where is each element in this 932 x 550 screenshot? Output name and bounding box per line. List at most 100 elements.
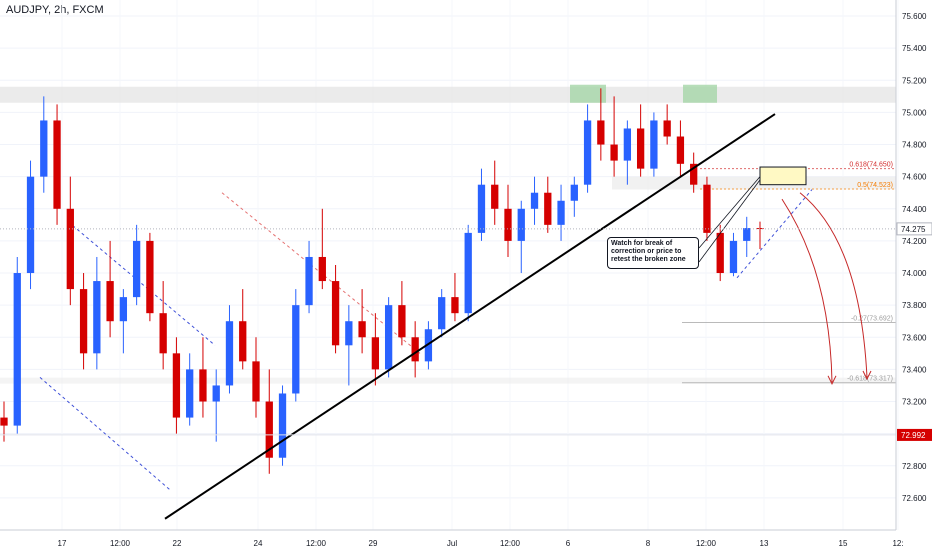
x-tick-label: Jul <box>447 539 457 548</box>
candle-body <box>703 184 711 233</box>
candle-body <box>690 163 698 185</box>
candle-body <box>676 136 685 164</box>
y-tick-label: 74.600 <box>902 173 927 182</box>
fib-label: -0.27(73.692) <box>851 315 893 322</box>
callout-pointer <box>698 176 761 249</box>
candle-body <box>345 321 353 346</box>
candle-body <box>491 184 499 209</box>
candle-body <box>13 273 21 426</box>
candle-body <box>477 184 486 233</box>
demand-band <box>0 377 896 384</box>
x-tick-label: 13 <box>760 539 769 548</box>
candle-body <box>252 361 260 402</box>
candle-body <box>650 120 658 169</box>
x-tick-label: 6 <box>566 539 571 548</box>
candle-body <box>239 321 247 362</box>
candle-body <box>729 240 738 274</box>
candle-body <box>597 120 605 145</box>
candle-body <box>212 385 220 402</box>
projection-arrow <box>781 198 833 383</box>
y-tick-label: 74.800 <box>902 141 927 150</box>
highlight-box <box>683 84 717 103</box>
candle-body <box>570 184 578 201</box>
y-tick-label: 75.600 <box>902 12 927 21</box>
y-tick-label: 75.000 <box>902 108 927 117</box>
candle-body <box>119 297 128 322</box>
candle-body <box>79 289 88 354</box>
highlight-box <box>570 84 606 103</box>
candle-body <box>371 337 380 370</box>
supply-zone <box>0 86 896 103</box>
y-tick-label: 74.400 <box>902 205 927 214</box>
x-tick-label: 12:00 <box>500 539 521 548</box>
candle-body <box>517 208 525 241</box>
x-tick-label: 12:00 <box>306 539 327 548</box>
candle-body <box>623 128 632 161</box>
retest-zone-box <box>759 166 807 186</box>
annotation-line: retest the broken zone <box>611 256 686 263</box>
candle-body <box>743 228 751 241</box>
annotation-callout[interactable]: Watch for break of correction or price t… <box>607 237 699 269</box>
y-tick-label: 73.800 <box>902 301 927 310</box>
y-tick-label: 73.600 <box>902 333 927 342</box>
fib-label: 0.5(74.523) <box>857 182 893 189</box>
candle-body <box>636 128 645 169</box>
y-tick-label: 73.400 <box>902 365 927 374</box>
x-tick-label: 8 <box>646 539 651 548</box>
last-price-label: 74.275 <box>901 225 926 234</box>
candle-body <box>398 305 406 338</box>
candle-body <box>40 120 48 177</box>
annotation-line: Watch for break of <box>611 240 673 247</box>
candle-body <box>159 313 167 354</box>
candle-body <box>464 232 472 314</box>
fib-levels: 0.618(74.650) 0.5(74.523) -0.27(73.692) -0.… <box>682 162 896 384</box>
arrow-head <box>862 370 872 381</box>
marked-price-label: 72.992 <box>901 431 926 440</box>
candle-body <box>199 369 207 402</box>
candle-body <box>186 369 194 418</box>
candle-body <box>53 120 61 209</box>
projection-arrow <box>799 192 868 378</box>
marked-price-badge <box>897 428 932 441</box>
candle-body <box>557 200 565 225</box>
candle-body <box>438 297 446 330</box>
x-tick-label: 12:00 <box>696 539 717 548</box>
candles <box>0 88 764 474</box>
drawings <box>0 113 896 520</box>
candle-body <box>411 337 419 362</box>
y-tick-label: 75.400 <box>902 44 927 53</box>
candle-body <box>610 144 618 161</box>
last-price-badge <box>896 222 932 236</box>
arrow-head <box>827 375 837 385</box>
candle-body <box>0 417 8 426</box>
candle-body <box>663 120 671 137</box>
candle-body <box>172 353 181 418</box>
channel-line <box>736 189 813 279</box>
x-tick-label: 22 <box>173 539 182 548</box>
candle-body <box>424 329 433 362</box>
candle-body <box>26 176 35 274</box>
candle-body <box>583 120 592 185</box>
callout-pointer <box>698 179 761 263</box>
candle-body <box>384 305 393 370</box>
candle-body <box>504 208 512 241</box>
candle-body <box>225 321 234 386</box>
candle-body <box>292 305 300 394</box>
channel-line <box>67 221 216 346</box>
candle-body <box>66 208 74 290</box>
annotation-line: correction or price to <box>611 248 682 255</box>
candle-body <box>106 281 114 322</box>
x-tick-label: 29 <box>369 539 378 548</box>
fib-label: -0.618(73.317) <box>847 376 893 383</box>
candle-body <box>146 240 154 314</box>
candle-body <box>278 393 287 458</box>
candle-body <box>358 321 366 338</box>
x-tick-label: 12: <box>892 539 903 548</box>
y-tick-label: 74.200 <box>902 237 927 246</box>
candle-body <box>132 240 141 298</box>
candle-body <box>305 256 313 306</box>
candle-body <box>331 281 340 346</box>
y-tick-label: 74.000 <box>902 269 927 278</box>
